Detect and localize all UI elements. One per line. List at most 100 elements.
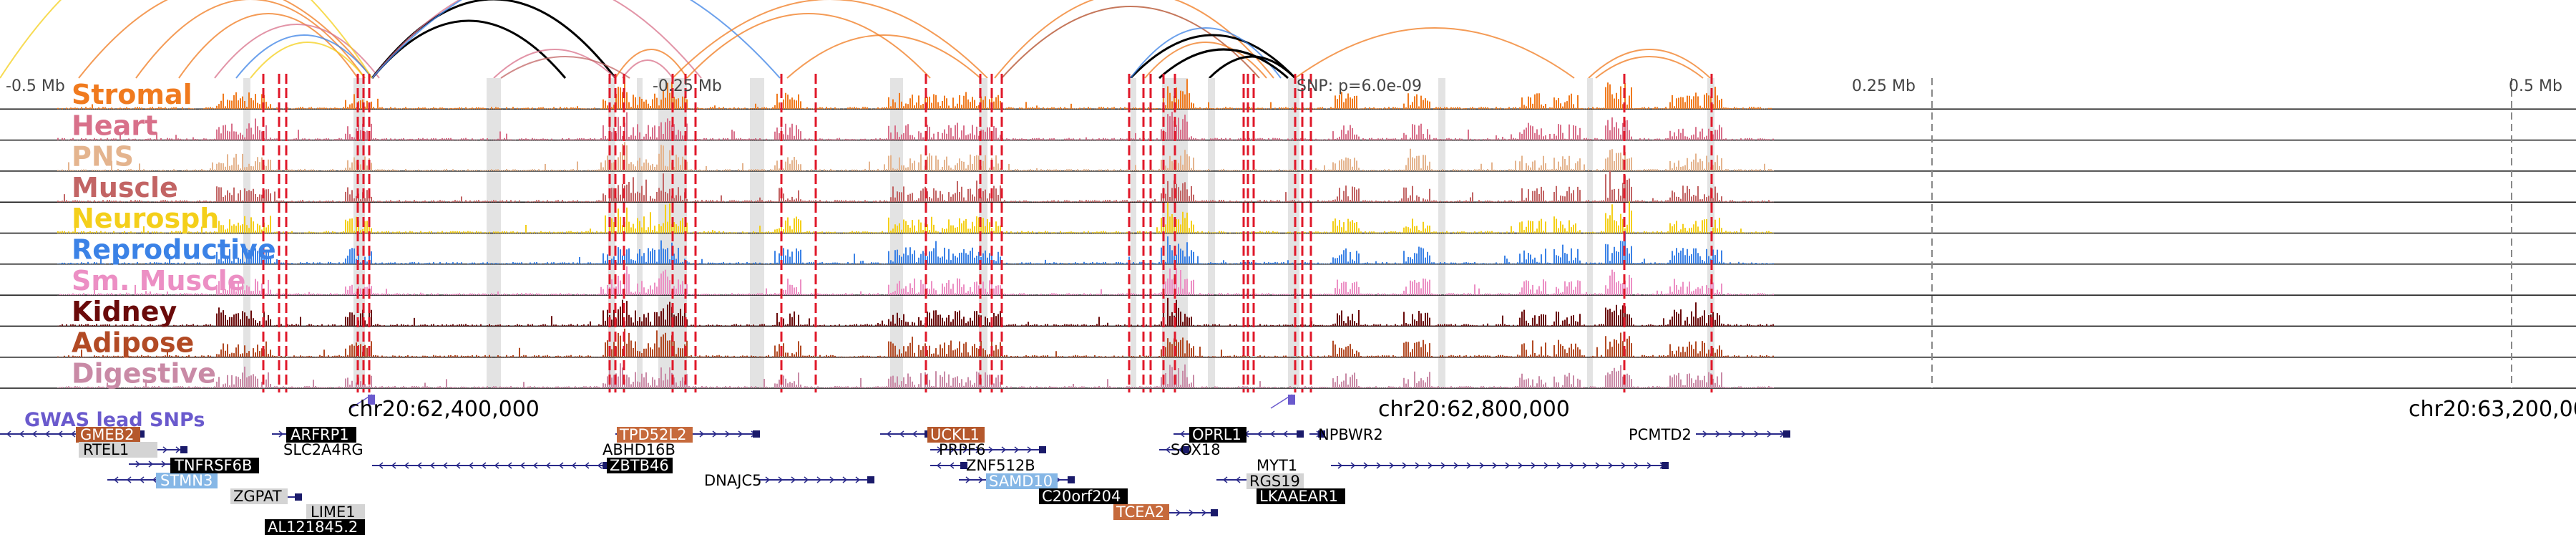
gene-al121845: AL121845.2 <box>268 519 358 536</box>
coord-1: chr20:62,400,000 <box>348 397 540 422</box>
gene-strand-arrow <box>816 476 822 483</box>
gwas-snp <box>368 395 375 405</box>
signal-tracks <box>0 77 2576 389</box>
gene-strand-arrow <box>1608 462 1614 469</box>
gene-rtel1: RTEL1 <box>83 441 129 458</box>
gene-strand-arrow <box>937 446 942 453</box>
track-labels: StromalHeartPNSMuscleNeurosphReproductiv… <box>72 79 276 390</box>
track-signal-adipose <box>0 328 1775 357</box>
gene-strand-arrow <box>1715 430 1721 438</box>
track-signal-kidney <box>0 297 1775 327</box>
gene-strand-arrow <box>1621 462 1626 469</box>
gene-abhd16b: ABHD16B <box>602 441 675 458</box>
gene-strand-arrow <box>175 446 181 453</box>
loop-arc <box>1588 49 1711 79</box>
gene-strand-arrow <box>70 430 76 438</box>
gene-strand-arrow <box>699 430 705 438</box>
gwas-connector <box>1270 394 1293 409</box>
coord-2: chr20:62,800,000 <box>1378 397 1570 422</box>
gene-exon <box>1662 462 1669 469</box>
track-signal-pns <box>0 142 1775 171</box>
gene-strand-arrow <box>899 430 904 438</box>
gene-strand-arrow <box>558 462 564 469</box>
gene-myt1: MYT1 <box>1257 457 1297 474</box>
loop-arc <box>1208 55 1297 79</box>
scale-label-right: 0.5 Mb <box>2509 77 2562 95</box>
gene-strand-arrow <box>135 461 141 468</box>
gene-bg-zbtb46 <box>607 458 673 473</box>
gene-strand-arrow <box>725 430 731 438</box>
gene-znf512b: ZNF512B <box>966 457 1035 474</box>
gene-strand-arrow <box>886 430 892 438</box>
loop-arc <box>371 0 781 79</box>
gene-bg-lime1 <box>306 504 365 520</box>
gene-strand-arrow <box>936 462 942 469</box>
gene-strand-arrow <box>404 462 409 469</box>
gene-strand-arrow <box>1001 446 1007 453</box>
gene-bg-lkaaear1 <box>1257 488 1345 504</box>
gene-strand-arrow <box>31 430 37 438</box>
track-label: Muscle <box>72 172 178 203</box>
track-signal-sm-muscle <box>0 266 1775 296</box>
track-label: Reproductive <box>72 234 276 266</box>
gene-strand-arrow <box>1428 462 1433 469</box>
gene-strand-arrow <box>1518 462 1523 469</box>
loop-arc <box>371 0 702 79</box>
gene-strand-arrow <box>1027 446 1033 453</box>
track-signal-reproductive <box>0 231 1775 264</box>
gene-strand-arrow <box>126 476 132 483</box>
gene-exon <box>180 446 187 453</box>
gene-strand-arrow <box>1014 446 1020 453</box>
gene-rgs19: RGS19 <box>1249 473 1300 490</box>
gene-strand-arrow <box>148 461 154 468</box>
gene-strand-arrow <box>1479 462 1485 469</box>
loop-arc <box>672 0 988 79</box>
gene-strand-arrow <box>1531 462 1536 469</box>
gene-tnfrsf6b: TNFRSF6B <box>174 457 252 474</box>
gene-strand-arrow <box>468 462 474 469</box>
track-signal-digestive <box>0 363 1775 388</box>
gene-bg-gmeb2 <box>76 427 140 443</box>
gene-strand-arrow <box>988 446 994 453</box>
gene-strand-arrow <box>545 462 551 469</box>
gene-bg-oprl1 <box>1189 427 1246 443</box>
gene-strand-arrow <box>950 446 955 453</box>
loop-arc <box>994 0 1274 79</box>
gene-strand-arrow <box>44 430 50 438</box>
gene-strand-arrow <box>416 462 422 469</box>
gene-bg-tnfrsf6b <box>170 458 259 473</box>
gene-strand-arrow <box>455 462 461 469</box>
gene-strand-arrow <box>494 462 499 469</box>
gene-samd10: SAMD10 <box>989 473 1053 490</box>
gene-zbtb46: ZBTB46 <box>610 457 669 474</box>
gene-prpf6: PRPF6 <box>939 441 985 458</box>
loop-arcs <box>0 0 1711 79</box>
snp-label: SNP: p=6.0e-09 <box>1297 77 1422 95</box>
gene-bg-al121845 <box>265 519 365 535</box>
gene-strand-arrow <box>1178 446 1184 453</box>
gene-strand-arrow <box>1337 462 1343 469</box>
gene-strand-arrow <box>1257 430 1262 438</box>
gene-bg-samd10 <box>986 473 1058 489</box>
gene-tpd52l2: TPD52L2 <box>619 426 686 443</box>
track-signal-neurosph <box>0 201 1775 233</box>
gene-strand-arrow <box>1282 430 1288 438</box>
gwas-snps <box>350 394 1295 409</box>
gene-exon <box>1068 476 1075 483</box>
gene-exon <box>753 430 760 438</box>
loop-arc <box>786 34 981 79</box>
gene-strand-arrow <box>139 476 145 483</box>
gene-strand-arrow <box>765 476 771 483</box>
loop-arc <box>235 34 373 79</box>
gene-strand-arrow <box>1543 462 1549 469</box>
loop-arc <box>1144 42 1267 79</box>
gwas-connector <box>350 394 373 409</box>
track-signal-stromal <box>0 77 1775 110</box>
loop-arc <box>78 0 373 79</box>
gene-strand-arrow <box>978 476 984 483</box>
loop-arc <box>1158 48 1289 79</box>
track-label: Sm. Muscle <box>72 265 245 296</box>
track-label: Neurosph <box>72 203 219 234</box>
gene-bg-rgs19 <box>1246 473 1304 489</box>
